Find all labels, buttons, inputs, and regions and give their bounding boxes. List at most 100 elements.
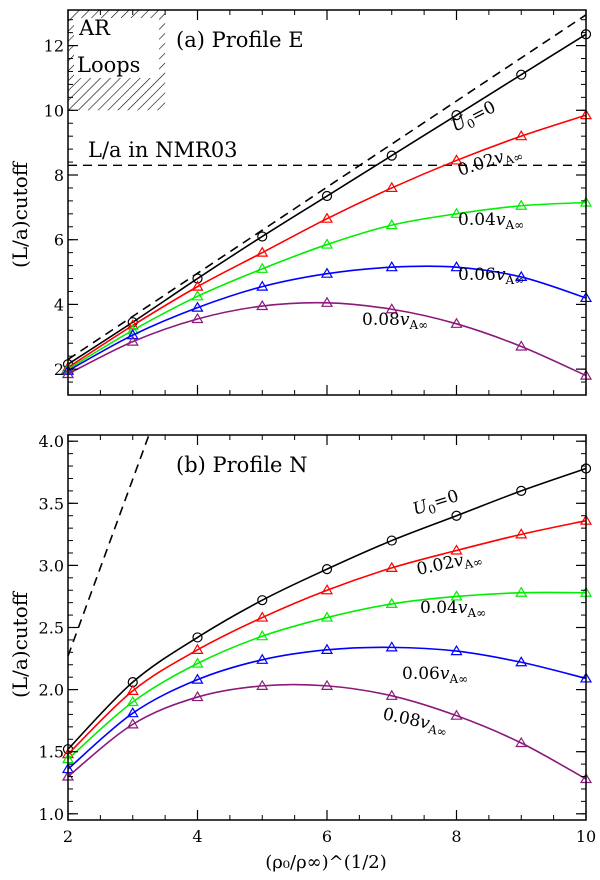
data-point: [257, 231, 268, 242]
y-tick-label: 1.0: [39, 805, 64, 824]
data-point: [516, 485, 527, 496]
ar-loops-label-line2: Loops: [77, 53, 140, 77]
panel-a-plot: [61, 14, 593, 380]
data-point: [256, 653, 269, 664]
data-point: [386, 150, 397, 161]
data-point: [126, 324, 139, 335]
series-line-a-0: [67, 33, 587, 365]
y-tick-label: 10: [44, 101, 64, 120]
y-tick-label: 2: [54, 360, 64, 379]
series-line-a-1: [67, 114, 587, 369]
data-point: [126, 718, 139, 729]
data-point: [320, 643, 334, 654]
data-point: [256, 280, 269, 291]
data-point: [515, 270, 528, 282]
data-point: [256, 299, 269, 311]
data-point: [386, 535, 397, 546]
x-tick-label: 4: [192, 827, 202, 846]
data-point: [126, 328, 139, 340]
nmr03-reference-label: L/a in NMR03: [88, 138, 238, 162]
data-point: [385, 597, 398, 609]
data-point: [320, 296, 334, 307]
y-tick-label: 4: [54, 295, 64, 314]
data-point: [192, 273, 203, 284]
data-point: [191, 280, 204, 291]
data-point: [320, 679, 334, 690]
series-line-a-4: [67, 301, 587, 377]
data-point: [385, 689, 398, 700]
data-point: [385, 261, 398, 272]
data-point: [256, 611, 269, 622]
panel-a-frame: [67, 9, 587, 396]
panel-b: (b) Profile N 1.01.52.02.53.03.54.02 4 6 8 1…: [8, 432, 596, 846]
data-point: [256, 246, 269, 257]
y-tick-label: 8: [54, 166, 64, 185]
panel-b-title: (b) Profile N: [176, 453, 308, 477]
data-point: [321, 190, 333, 202]
x-tick-label: 8: [451, 827, 461, 846]
data-point: [320, 267, 334, 278]
data-point: [515, 528, 528, 539]
ar-loops-label-line1: AR: [78, 16, 111, 40]
y-tick-label: 3.5: [39, 494, 64, 513]
data-point: [450, 154, 463, 165]
data-point: [515, 736, 528, 748]
data-point: [450, 207, 463, 218]
series-line-b-3: [67, 646, 587, 770]
data-point: [451, 510, 462, 521]
data-point: [450, 709, 463, 720]
y-tick-label: 1.5: [39, 743, 64, 762]
series-line-b-4: [67, 683, 587, 780]
x-axis-label: (ρ₀/ρ∞)^(1/2): [265, 852, 387, 873]
data-point: [385, 218, 398, 230]
data-point: [516, 69, 527, 80]
y-tick-label: 12: [44, 37, 64, 56]
data-point: [450, 544, 463, 555]
data-point: [320, 212, 334, 223]
panel-b-axes: 1.0 1.5 2.0 2.5 3.0 3.5 4.0 2 4 6 8 10: [39, 432, 597, 846]
data-point: [256, 630, 269, 641]
y-tick-label: 2.0: [39, 681, 64, 700]
data-point: [385, 641, 398, 652]
data-point: [191, 301, 204, 312]
data-point: [126, 707, 139, 718]
data-point: [191, 643, 204, 654]
panel-a-y-axis-label: (L/a)cutoff: [8, 160, 32, 268]
data-point: [450, 261, 463, 272]
series-line-b-2: [67, 591, 587, 760]
series-line-a-2: [67, 201, 587, 370]
data-point: [191, 673, 204, 684]
data-point: [515, 199, 528, 210]
data-point: [515, 586, 528, 597]
data-point: [321, 564, 333, 575]
y-tick-label: 6: [54, 231, 64, 250]
x-tick-label: 10: [576, 827, 596, 846]
data-point: [191, 290, 204, 301]
a-label-004: 0.04vA∞: [458, 210, 524, 232]
a-label-u0: U0=0: [448, 97, 500, 138]
y-tick-label: 3.0: [39, 556, 64, 575]
data-point: [126, 319, 139, 330]
data-point: [385, 561, 398, 572]
y-tick-label: 2.5: [39, 619, 64, 638]
data-point: [320, 238, 334, 249]
data-point: [515, 129, 528, 141]
data-point: [450, 590, 463, 601]
panel-b-frame: [67, 434, 587, 821]
panel-b-y-axis-label: (L/a)cutoff: [8, 590, 32, 698]
series-line-b-1: [67, 519, 587, 755]
data-point: [191, 690, 204, 702]
data-point: [126, 335, 139, 346]
data-point: [385, 303, 398, 314]
data-point: [450, 644, 463, 656]
data-point: [451, 110, 462, 121]
data-point: [515, 656, 528, 667]
b-label-004: 0.04vA∞: [420, 598, 486, 620]
data-point: [191, 312, 204, 324]
data-point: [126, 684, 139, 695]
data-point: [385, 181, 398, 193]
panel-b-plot: [61, 434, 593, 784]
panel-a: AR Loops (a) Profile E L/a in NMR03 2 4 6 8…: [8, 9, 593, 396]
data-point: [126, 695, 139, 707]
